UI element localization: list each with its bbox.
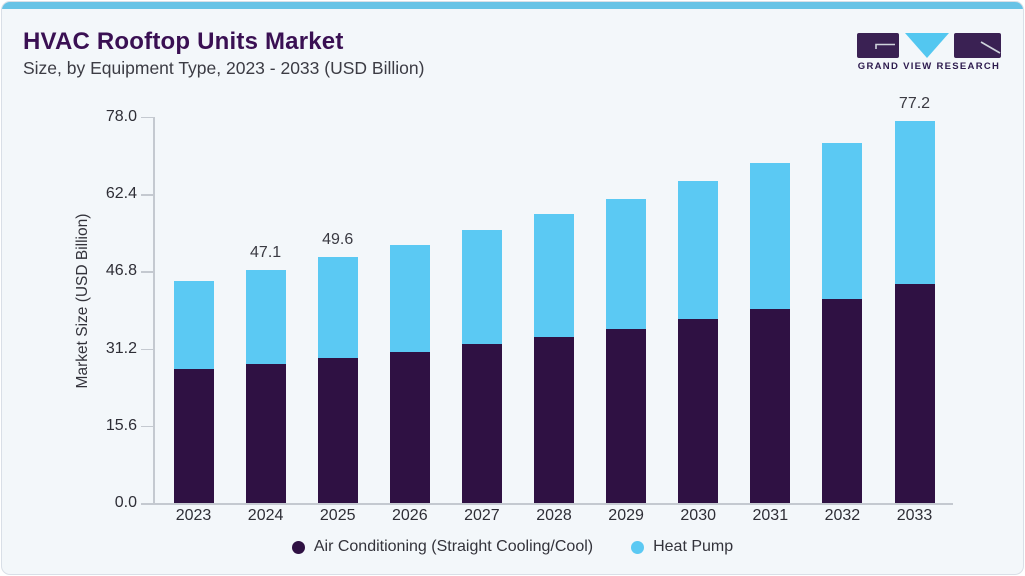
logo-r-glyph-icon — [980, 41, 1001, 54]
x-axis-category-label: 2030 — [680, 507, 716, 524]
legend-item-label: Heat Pump — [653, 538, 734, 555]
y-axis-tick-label: 46.8 — [105, 262, 137, 280]
y-axis-tick — [141, 503, 155, 505]
y-axis-tick-label: 78.0 — [105, 107, 137, 125]
y-axis-tick — [141, 271, 155, 273]
bar-segment-air-conditioning — [245, 364, 286, 503]
y-axis-tick-label: 15.6 — [105, 416, 137, 434]
x-axis-category-label: 2029 — [608, 507, 644, 524]
bar-segment-heat-pump — [389, 244, 430, 353]
legend-item-label: Air Conditioning (Straight Cooling/Cool) — [313, 538, 594, 555]
bar-total-label: 49.6 — [322, 231, 354, 249]
bar-segment-heat-pump — [678, 181, 719, 320]
y-axis-tick-label: 0.0 — [114, 494, 137, 511]
bar-segment-heat-pump — [245, 269, 286, 365]
bar-segment-air-conditioning — [822, 298, 863, 503]
logo-right-square-icon — [954, 33, 1001, 58]
x-axis-category-label: 2032 — [824, 507, 861, 524]
bar-segment-air-conditioning — [389, 352, 430, 503]
y-axis-line — [153, 116, 155, 503]
bar-segment-air-conditioning — [317, 357, 358, 503]
bar-segment-air-conditioning — [534, 336, 574, 503]
x-axis-category-label: 2024 — [247, 507, 284, 524]
legend-item: Air Conditioning (Straight Cooling/Cool) — [291, 538, 594, 556]
y-axis-tick — [141, 194, 155, 196]
bar-segment-air-conditioning — [606, 328, 647, 503]
bar-segment-air-conditioning — [678, 319, 719, 503]
bar-segment-air-conditioning — [173, 369, 214, 503]
gvr-logo-mark-icon — [857, 33, 1001, 58]
x-axis-line — [141, 503, 953, 505]
chart-legend: Air Conditioning (Straight Cooling/Cool)… — [2, 538, 1023, 556]
x-axis-category-label: 2027 — [464, 507, 500, 524]
page-subtitle: Size, by Equipment Type, 2023 - 2033 (US… — [23, 58, 425, 78]
x-axis-category-label: 2031 — [752, 507, 789, 524]
x-axis-category-label: 2033 — [896, 507, 933, 524]
gvr-logo: GRAND VIEW RESEARCH — [856, 30, 1002, 72]
legend-swatch-icon — [631, 540, 645, 554]
y-axis-tick — [141, 348, 155, 351]
y-axis-title: Market Size (USD Billion) — [74, 213, 91, 389]
y-axis-tick-label: 31.2 — [105, 339, 137, 357]
x-axis-category-label: 2025 — [319, 507, 356, 524]
bar-segment-heat-pump — [750, 162, 791, 309]
bar-segment-heat-pump — [822, 142, 863, 299]
bar-total-label: 77.2 — [898, 94, 931, 112]
bar-segment-heat-pump — [461, 229, 502, 344]
bar-segment-air-conditioning — [461, 343, 502, 503]
y-axis-tick — [141, 425, 155, 428]
logo-g-glyph-icon — [875, 43, 895, 49]
x-axis-category-label: 2028 — [536, 507, 572, 524]
page-title: HVAC Rooftop Units Market — [23, 28, 344, 55]
bar-total-label: 47.1 — [250, 243, 282, 261]
bar-segment-heat-pump — [606, 198, 647, 329]
logo-left-square-icon — [857, 33, 899, 58]
x-axis-category-label: 2023 — [175, 507, 212, 524]
bar-segment-heat-pump — [894, 120, 935, 285]
bar-segment-air-conditioning — [894, 284, 935, 503]
logo-triangle-icon — [905, 33, 949, 58]
accent-top-bar — [2, 2, 1023, 9]
bar-segment-heat-pump — [534, 213, 574, 337]
y-axis-tick — [141, 116, 155, 119]
bar-segment-heat-pump — [173, 280, 214, 370]
logo-brand-text: GRAND VIEW RESEARCH — [857, 61, 1001, 72]
legend-item: Heat Pump — [631, 538, 733, 556]
x-axis-category-label: 2026 — [392, 507, 428, 524]
bar-segment-heat-pump — [317, 257, 358, 358]
legend-swatch-icon — [291, 540, 305, 554]
bar-segment-air-conditioning — [750, 308, 791, 503]
y-axis-tick-label: 62.4 — [105, 185, 137, 203]
